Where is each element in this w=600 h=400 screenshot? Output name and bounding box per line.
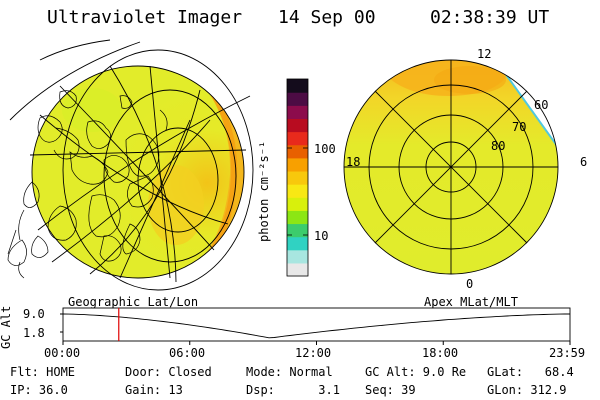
colorbar-band [287,249,308,264]
colorbar-band [287,184,308,198]
glat-value: GLat: 68.4 [487,365,574,379]
date-label: 14 Sep 00 [278,7,376,28]
colorbar-band [287,105,308,119]
geographic-map [7,39,254,291]
mlat-label-70: 70 [512,120,527,134]
instrument-title: Ultraviolet Imager [47,7,243,28]
colorbar-band [287,157,308,172]
colorbar-band [287,79,308,93]
colorbar [286,78,309,277]
altitude-ytick-max: 9.0 [23,307,45,321]
magnetic-map-label: Apex MLat/MLT [424,295,518,309]
gain-value: Gain: 13 [125,383,183,397]
colorbar-band [287,170,308,185]
colorbar-band [287,210,308,225]
altitude-axis-label: GC Alt [0,305,13,349]
mlat-grid [343,59,559,275]
coastlines [7,90,168,279]
colorbar-band [287,223,308,238]
ip-value: IP: 36.0 [10,383,68,397]
altitude-curve [62,313,570,339]
xtick-2359: 23:59 [549,346,586,360]
mlat-label-80: 80 [491,139,506,153]
colorbar-label-10: 10 [314,229,329,243]
colorbar-band [287,144,308,159]
mlt-label-6: 6 [580,155,588,169]
colorbar-band [287,262,308,277]
geo-grid-lines [9,39,254,291]
gc-alt-value: GC Alt: 9.0 Re [365,365,467,379]
seq-value: Seq: 39 [365,383,416,397]
dsp-value: Dsp: 3.1 [246,383,340,397]
mlt-label-0: 0 [466,277,474,291]
colorbar-band [287,236,308,251]
colorbar-band [287,197,308,211]
xtick-1200: 12:00 [295,346,332,360]
colorbar-scale [287,79,308,277]
altitude-ytick-min: 1.8 [23,326,45,340]
mode-value: Mode: Normal [246,365,333,379]
xtick-1800: 18:00 [422,346,459,360]
colorbar-band [287,131,308,146]
altitude-x-ticks [62,341,571,345]
time-label: 02:38:39 UT [430,7,550,28]
colorbar-band [287,92,308,106]
mlt-label-12: 12 [477,47,492,61]
flight-mode: Flt: HOME [10,365,76,379]
altitude-plot [60,307,571,345]
glon-value: GLon: 312.9 [487,383,567,397]
colorbar-band [287,118,308,133]
colorbar-label-100: 100 [314,142,336,156]
colorbar-unit-label: photon cm⁻²s⁻¹ [257,140,271,242]
geographic-map-label: Geographic Lat/Lon [68,295,199,309]
mlat-label-60: 60 [534,98,549,112]
magnetic-map [343,59,559,275]
mlt-label-18: 18 [346,155,361,169]
altitude-plot-frame [62,307,571,342]
xtick-0000: 00:00 [44,346,81,360]
xtick-0600: 06:00 [169,346,206,360]
door-status: Door: Closed [125,365,212,379]
